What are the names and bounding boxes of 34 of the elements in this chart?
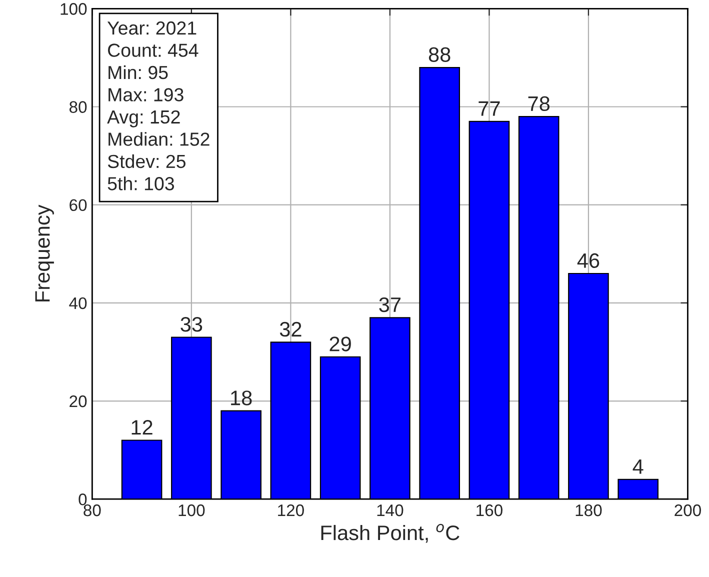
data-label: 37 <box>379 297 400 312</box>
y-axis-title: Frequency <box>35 204 54 302</box>
data-label: 29 <box>330 336 351 352</box>
annotation: Stdev: 25 <box>108 154 186 168</box>
data-label: 18 <box>231 390 252 406</box>
x-tick-label: 180 <box>576 504 602 516</box>
data-label: 33 <box>180 316 202 332</box>
data-label: 78 <box>528 96 550 112</box>
y-tick-label: 60 <box>70 199 87 212</box>
annotation: 5th: 103 <box>108 176 174 190</box>
y-tick-label: 40 <box>69 297 87 310</box>
y-tick-label: 20 <box>70 395 87 408</box>
x-tick-label: 120 <box>278 504 304 516</box>
annotation: Min: 95 <box>108 65 168 80</box>
data-label: 32 <box>280 322 302 337</box>
data-label: 77 <box>478 101 500 116</box>
x-tick-label: 80 <box>84 504 101 516</box>
annotation: Count: 454 <box>108 44 198 57</box>
annotation: Max: 193 <box>108 88 184 102</box>
data-label: 12 <box>132 420 152 435</box>
annotation: Median: 152 <box>108 132 210 146</box>
x-axis-title: Flash Point, $^{o}$C <box>321 524 460 543</box>
annotation: Year: 2021 <box>107 21 196 35</box>
y-tick-label: 100 <box>60 3 87 15</box>
x-tick-label: 200 <box>674 504 701 516</box>
data-label: 46 <box>577 253 600 268</box>
x-tick-label: 160 <box>476 504 502 516</box>
x-tick-label: 100 <box>178 504 205 516</box>
data-label: 4 <box>632 459 644 474</box>
x-tick-label: 140 <box>377 504 404 516</box>
y-tick-label: 0 <box>78 494 87 506</box>
annotation: Avg: 152 <box>107 110 180 128</box>
y-tick-label: 80 <box>69 101 87 113</box>
data-label: 88 <box>428 47 450 62</box>
